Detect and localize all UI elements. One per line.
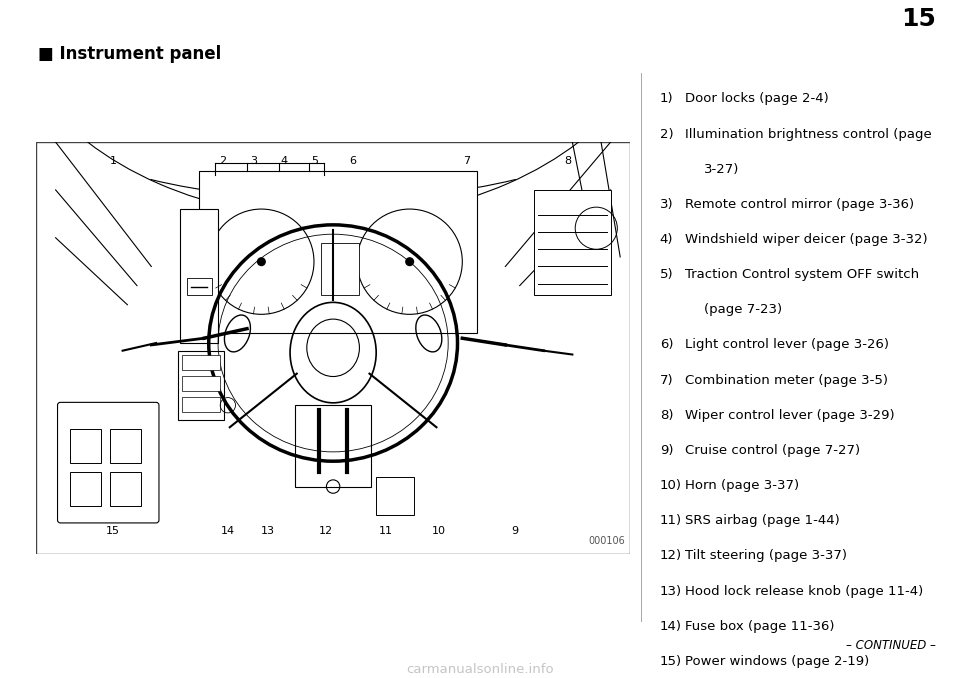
Text: 13: 13 bbox=[261, 526, 276, 536]
Text: 11): 11) bbox=[660, 514, 682, 527]
Text: carmanualsonline.info: carmanualsonline.info bbox=[406, 663, 554, 677]
Text: Cruise control (page 7-27): Cruise control (page 7-27) bbox=[685, 444, 860, 457]
Bar bbox=[182, 355, 220, 370]
Text: 15): 15) bbox=[660, 655, 682, 668]
Text: ■ Instrument panel: ■ Instrument panel bbox=[38, 45, 222, 63]
Text: 6: 6 bbox=[348, 157, 356, 166]
Circle shape bbox=[406, 258, 414, 266]
Text: SRS airbag (page 1-44): SRS airbag (page 1-44) bbox=[685, 514, 840, 527]
Text: 1): 1) bbox=[660, 92, 674, 106]
Text: 9): 9) bbox=[660, 444, 673, 457]
Text: 4: 4 bbox=[280, 157, 288, 166]
Text: Power windows (page 2-19): Power windows (page 2-19) bbox=[685, 655, 870, 668]
Text: Illumination brightness control (page: Illumination brightness control (page bbox=[685, 127, 932, 140]
Text: Combination meter (page 3-5): Combination meter (page 3-5) bbox=[685, 374, 888, 386]
Bar bbox=[180, 209, 218, 343]
Text: 000106: 000106 bbox=[588, 536, 625, 546]
Text: 3-27): 3-27) bbox=[704, 163, 739, 176]
Text: 4): 4) bbox=[660, 233, 673, 246]
Text: 10): 10) bbox=[660, 479, 682, 492]
Text: 14: 14 bbox=[221, 526, 235, 536]
Bar bbox=[534, 190, 611, 295]
Text: 15: 15 bbox=[106, 526, 120, 536]
Text: 10: 10 bbox=[431, 526, 445, 536]
Text: 8): 8) bbox=[660, 409, 673, 422]
Text: Wiper control lever (page 3-29): Wiper control lever (page 3-29) bbox=[685, 409, 895, 422]
Text: 9: 9 bbox=[512, 526, 518, 536]
Text: Horn (page 3-37): Horn (page 3-37) bbox=[685, 479, 800, 492]
Text: 15: 15 bbox=[901, 7, 936, 31]
Bar bbox=[186, 278, 211, 295]
Text: 5: 5 bbox=[311, 157, 319, 166]
Bar bbox=[321, 243, 359, 295]
Bar bbox=[110, 429, 141, 462]
Text: 3): 3) bbox=[660, 198, 674, 211]
Bar bbox=[182, 376, 220, 391]
Text: 7: 7 bbox=[464, 157, 470, 166]
Text: Fuse box (page 11-36): Fuse box (page 11-36) bbox=[685, 620, 834, 633]
Text: 12): 12) bbox=[660, 549, 682, 562]
Text: 1: 1 bbox=[109, 157, 116, 166]
Bar bbox=[179, 351, 224, 420]
Text: (page 7-23): (page 7-23) bbox=[704, 303, 782, 317]
Text: 5): 5) bbox=[660, 268, 674, 281]
Text: Remote control mirror (page 3-36): Remote control mirror (page 3-36) bbox=[685, 198, 914, 211]
Bar bbox=[295, 405, 372, 487]
Text: 3: 3 bbox=[251, 157, 257, 166]
Bar bbox=[199, 171, 477, 334]
Text: 2): 2) bbox=[660, 127, 674, 140]
Text: Hood lock release knob (page 11-4): Hood lock release knob (page 11-4) bbox=[685, 584, 924, 597]
Text: 14): 14) bbox=[660, 620, 682, 633]
Bar bbox=[70, 429, 101, 462]
Text: 12: 12 bbox=[319, 526, 332, 536]
FancyBboxPatch shape bbox=[58, 402, 159, 523]
Text: – CONTINUED –: – CONTINUED – bbox=[846, 639, 936, 652]
Text: 6): 6) bbox=[660, 338, 673, 351]
Text: Tilt steering (page 3-37): Tilt steering (page 3-37) bbox=[685, 549, 847, 562]
Text: Door locks (page 2-4): Door locks (page 2-4) bbox=[685, 92, 828, 106]
Text: 11: 11 bbox=[379, 526, 393, 536]
Text: 7): 7) bbox=[660, 374, 674, 386]
Text: Windshield wiper deicer (page 3-32): Windshield wiper deicer (page 3-32) bbox=[685, 233, 927, 246]
Bar bbox=[110, 472, 141, 506]
Bar bbox=[70, 472, 101, 506]
Text: 8: 8 bbox=[564, 157, 571, 166]
Bar bbox=[376, 477, 415, 515]
Bar bbox=[182, 397, 220, 412]
Text: 13): 13) bbox=[660, 584, 682, 597]
Text: Traction Control system OFF switch: Traction Control system OFF switch bbox=[685, 268, 920, 281]
Text: 2: 2 bbox=[220, 157, 227, 166]
Text: Light control lever (page 3-26): Light control lever (page 3-26) bbox=[685, 338, 889, 351]
Circle shape bbox=[257, 258, 265, 266]
